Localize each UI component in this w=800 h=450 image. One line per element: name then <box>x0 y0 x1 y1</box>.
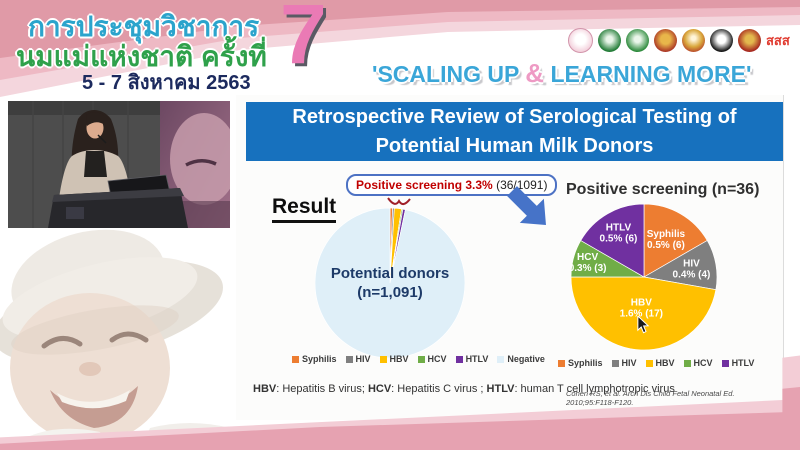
footnote-text-hbv: : Hepatitis B virus; <box>276 383 368 395</box>
positive-screening-callout: Positive screening 3.3% (36/1091) <box>346 174 558 196</box>
legend-swatch <box>721 359 729 367</box>
pie-chart-positive-screening: Syphilis 0.5% (6) HIV 0.4% (4) HBV 1.6% (17) H… <box>571 204 717 350</box>
tagline: 'SCALING UP & LEARNING MORE' <box>372 58 751 89</box>
slide-edge <box>783 95 784 400</box>
baby-eye-left <box>41 336 83 349</box>
pie-slice-htlv <box>580 204 645 278</box>
legend-label: HBV <box>655 358 675 368</box>
legend-swatch <box>345 355 353 363</box>
speaker-video <box>8 101 238 228</box>
pie-slice-label-hbv: HBV 1.6% (17) <box>620 298 663 320</box>
royal-emblem-logo <box>654 29 677 52</box>
health-ministry-logo <box>598 29 621 52</box>
pie-center-label: Potential donors (n=1,091) <box>315 265 465 303</box>
legend-swatch <box>645 359 653 367</box>
speaker-fringe <box>86 112 105 126</box>
legend-label: HBV <box>389 354 409 364</box>
legend-swatch <box>683 359 691 367</box>
legend-swatch <box>497 355 505 363</box>
legend-item-hcv: HCV <box>417 354 447 364</box>
pie-slice-label-hcv: HCV 0.3% (3) <box>571 252 606 274</box>
podium-top <box>52 188 184 202</box>
baby-shoulder <box>140 423 235 450</box>
legend-swatch <box>417 355 425 363</box>
legend-item-htlv: HTLV <box>455 354 489 364</box>
poster-baby-eye <box>185 159 217 167</box>
legend-item-hbv: HBV <box>645 358 675 368</box>
speaker-top <box>84 151 107 177</box>
logo-row: สสส <box>568 28 790 53</box>
microphone <box>97 134 107 144</box>
legend-label: HCV <box>693 358 713 368</box>
legend-swatch <box>455 355 463 363</box>
poster-baby-face <box>170 113 238 205</box>
slide-title: Retrospective Review of Serological Test… <box>246 102 783 161</box>
slide-area: Retrospective Review of Serological Test… <box>236 95 783 420</box>
legend-item-htlv: HTLV <box>721 358 755 368</box>
conference-date: 5 - 7 สิงหาคม 2563 <box>82 72 251 94</box>
pie-slice-label-syphilis: Syphilis 0.5% (6) <box>647 229 686 251</box>
legend-label: Syphilis <box>568 358 603 368</box>
legend-label: HTLV <box>465 354 489 364</box>
podium-badge <box>66 207 84 219</box>
legend-item-hiv: HIV <box>345 354 371 364</box>
footnote-abbr-hbv: HBV <box>253 383 277 395</box>
legend-item-negative: Negative <box>497 354 545 364</box>
right-pie-title: Positive screening (n=36) <box>566 181 760 198</box>
citation: Cohen RS, et al. Arch Dis Child Fetal Ne… <box>566 389 735 407</box>
pie-slice-label-hiv: HIV 0.4% (4) <box>673 259 711 281</box>
edition-number: 7 <box>280 0 327 81</box>
legend-label: Negative <box>507 354 545 364</box>
legend-label: Syphilis <box>302 354 337 364</box>
slide-title-line1: Retrospective Review of Serological Test… <box>292 106 737 129</box>
legend-label: HIV <box>355 354 371 364</box>
baby-eye-right <box>109 331 149 343</box>
pie-slice-syphilis <box>643 204 708 278</box>
callout-detail: (36/1091) <box>492 178 548 192</box>
footnote-abbr-hcv: HCV <box>367 383 392 395</box>
footnote-abbr-htlv: HTLV <box>486 383 515 395</box>
legend-item-hcv: HCV <box>683 358 713 368</box>
footnote-text-hcv: : Hepatitis C virus ; <box>391 383 487 395</box>
legend-right: Syphilis HIV HBV HCV HTLV <box>558 358 754 368</box>
legend-swatch <box>611 359 619 367</box>
legend-left: Syphilis HIV HBV HCV HTLV Negative <box>292 354 545 364</box>
baby-collar <box>20 428 110 450</box>
legend-swatch <box>379 355 387 363</box>
legend-swatch <box>558 359 565 367</box>
result-heading: Result <box>272 195 337 223</box>
breastfeeding-foundation-logo <box>568 28 593 53</box>
slide-title-line2: Potential Human Milk Donors <box>375 134 654 157</box>
legend-item-hiv: HIV <box>611 358 637 368</box>
pie-slice-label-htlv: HTLV 0.5% (6) <box>600 223 638 245</box>
baby-nose <box>79 362 101 376</box>
legend-item-syphilis: Syphilis <box>558 358 603 368</box>
pie-chart-potential-donors <box>315 208 465 358</box>
sss-thaihealth-logo: สสส <box>766 33 790 48</box>
callout-highlight: Positive screening 3.3% <box>356 178 493 192</box>
health-department-logo <box>626 29 649 52</box>
webcam-panel <box>8 101 238 228</box>
tagline-part2: LEARNING MORE' <box>544 61 752 87</box>
royal-crest-logo <box>682 29 705 52</box>
legend-label: HIV <box>621 358 637 368</box>
arrow-down-right-icon <box>507 186 546 225</box>
mouse-cursor-icon <box>637 316 650 334</box>
tagline-part1: 'SCALING UP <box>372 61 526 87</box>
legend-label: HTLV <box>731 358 755 368</box>
legend-item-hbv: HBV <box>379 354 409 364</box>
legend-item-syphilis: Syphilis <box>292 354 337 364</box>
legend-swatch <box>292 355 299 363</box>
pie-center-label-line2: (n=1,091) <box>357 283 423 301</box>
callout-pointer-icon <box>387 197 411 205</box>
legend-label: HCV <box>427 354 447 364</box>
pie-center-label-line1: Potential donors <box>330 265 450 282</box>
tagline-ampersand: & <box>525 58 545 88</box>
baby-photo-background <box>0 229 235 450</box>
black-seal-logo <box>710 29 733 52</box>
pie-slice-hbv <box>571 276 717 350</box>
red-seal-logo <box>738 29 761 52</box>
